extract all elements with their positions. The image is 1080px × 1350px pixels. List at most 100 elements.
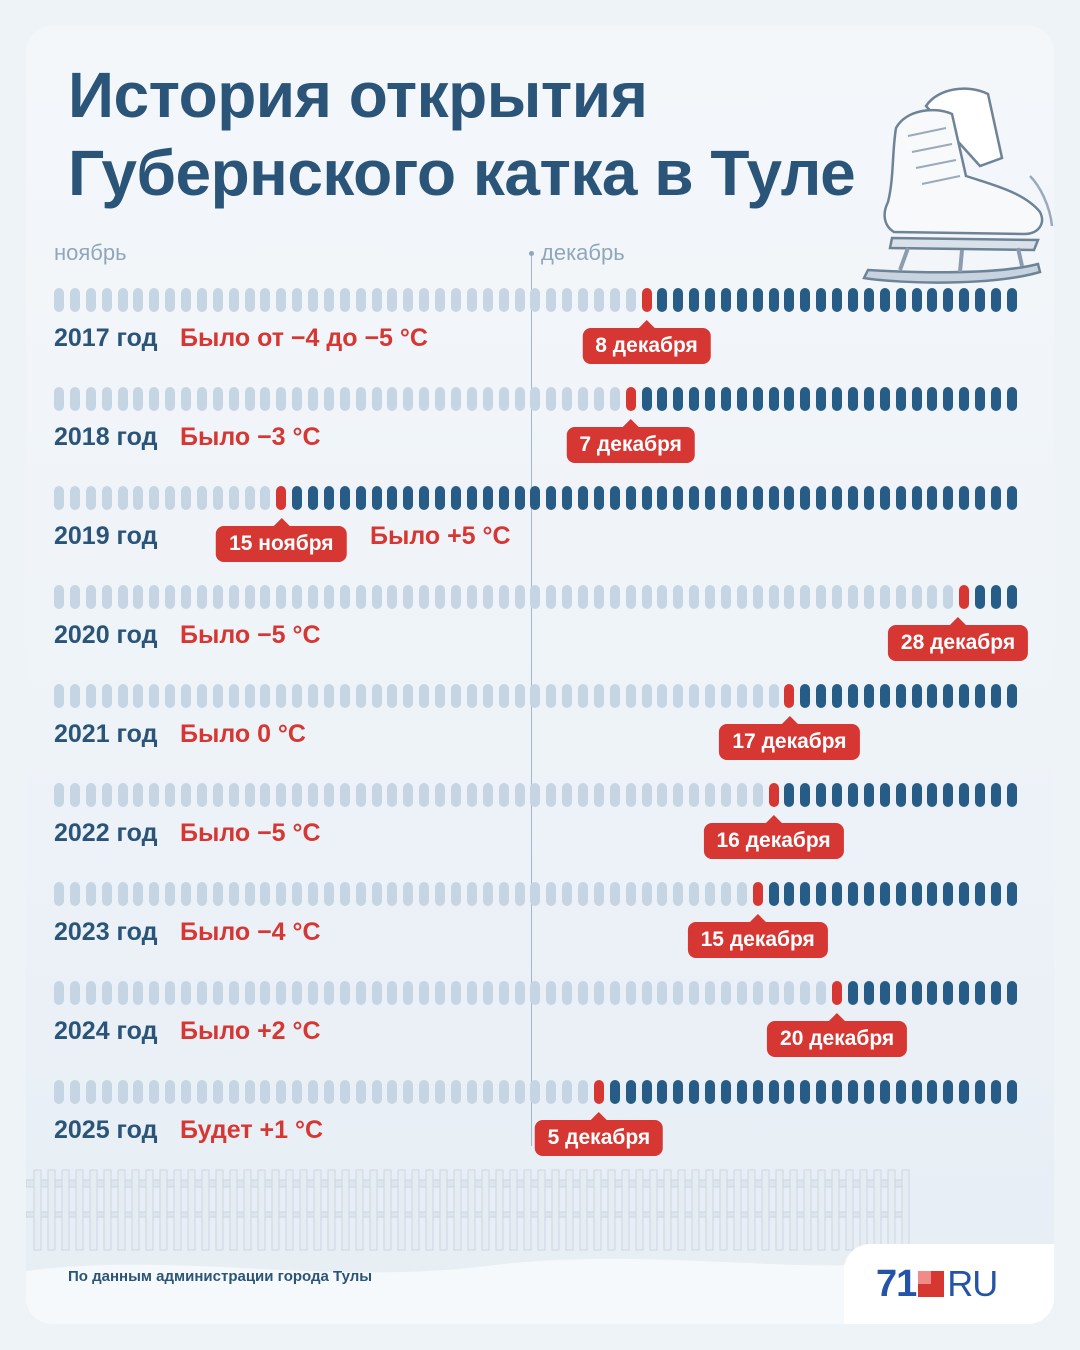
closed-day-segment — [514, 585, 525, 609]
fence-post — [635, 1169, 644, 1251]
fence-post — [607, 1169, 616, 1251]
closed-day-segment — [498, 882, 509, 906]
closed-day-segment — [498, 585, 509, 609]
fence-post — [103, 1169, 112, 1251]
year-label: 2020 год — [54, 621, 158, 649]
fence-post — [313, 1169, 322, 1251]
closed-day-segment — [371, 882, 382, 906]
closed-day-segment — [546, 1080, 557, 1104]
fence-post — [327, 1169, 336, 1251]
closed-day-segment — [371, 288, 382, 312]
open-day-segment — [943, 1080, 954, 1104]
fence-post — [383, 1169, 392, 1251]
closed-day-segment — [181, 1080, 192, 1104]
closed-day-segment — [705, 585, 716, 609]
closed-day-segment — [371, 1080, 382, 1104]
open-day-segment — [784, 486, 795, 510]
closed-day-segment — [101, 684, 112, 708]
open-day-segment — [959, 981, 970, 1005]
open-day-segment — [943, 387, 954, 411]
closed-day-segment — [530, 387, 541, 411]
open-day-segment — [832, 288, 843, 312]
closed-day-segment — [435, 981, 446, 1005]
closed-day-segment — [625, 882, 636, 906]
fence-post — [481, 1169, 490, 1251]
closed-day-segment — [816, 981, 827, 1005]
fence-post — [285, 1169, 294, 1251]
closed-day-segment — [196, 882, 207, 906]
closed-day-segment — [752, 981, 763, 1005]
fence-post — [89, 1169, 98, 1251]
closed-day-segment — [609, 684, 620, 708]
closed-day-segment — [292, 288, 303, 312]
closed-day-segment — [181, 981, 192, 1005]
closed-day-segment — [54, 882, 64, 906]
closed-day-segment — [85, 882, 96, 906]
open-day-segment — [498, 486, 509, 510]
closed-day-segment — [196, 486, 207, 510]
closed-day-segment — [117, 981, 128, 1005]
fence-post — [537, 1169, 546, 1251]
open-day-segment — [816, 783, 827, 807]
closed-day-segment — [117, 882, 128, 906]
closed-day-segment — [339, 288, 350, 312]
closed-day-segment — [578, 684, 589, 708]
fence-post — [159, 1169, 168, 1251]
closed-day-segment — [451, 684, 461, 708]
closed-day-segment — [435, 783, 446, 807]
open-day-segment — [895, 387, 906, 411]
closed-day-segment — [403, 387, 414, 411]
fence-post — [719, 1169, 728, 1251]
closed-day-segment — [355, 882, 366, 906]
fence-post — [439, 1169, 448, 1251]
closed-day-segment — [85, 288, 96, 312]
open-day-segment — [292, 486, 303, 510]
closed-day-segment — [816, 585, 827, 609]
open-day-segment — [784, 882, 795, 906]
closed-day-segment — [673, 684, 684, 708]
opening-date-badge: 15 ноября — [216, 518, 347, 562]
open-day-segment — [705, 288, 716, 312]
year-label: 2025 год — [54, 1116, 158, 1144]
fence-post — [173, 1169, 182, 1251]
closed-day-segment — [69, 1080, 80, 1104]
closed-day-segment — [435, 684, 446, 708]
timeline-row: 2022 год Было −5 °C 16 декабря — [26, 783, 1054, 882]
open-day-segment — [927, 684, 938, 708]
closed-day-segment — [228, 783, 239, 807]
fence-post — [649, 1169, 658, 1251]
closed-day-segment — [149, 1080, 160, 1104]
closed-day-segment — [514, 783, 525, 807]
weather-label: Было +5 °C — [370, 522, 511, 550]
fence-post — [705, 1169, 714, 1251]
closed-day-segment — [260, 387, 271, 411]
title-line-2: Губернского катка в Туле — [68, 137, 856, 209]
closed-day-segment — [387, 684, 398, 708]
open-day-segment — [895, 783, 906, 807]
fence-post — [845, 1169, 854, 1251]
open-day-segment — [959, 684, 970, 708]
month-label-november: ноябрь — [54, 240, 127, 265]
open-day-segment — [959, 387, 970, 411]
open-day-segment — [975, 981, 986, 1005]
opening-date-badge: 17 декабря — [719, 716, 860, 760]
closed-day-segment — [562, 585, 573, 609]
closed-day-segment — [689, 684, 700, 708]
open-day-segment — [990, 288, 1001, 312]
open-day-segment — [848, 1080, 858, 1104]
open-day-segment — [546, 486, 557, 510]
open-day-segment — [943, 783, 954, 807]
closed-day-segment — [69, 585, 80, 609]
closed-day-segment — [514, 1080, 525, 1104]
closed-day-segment — [260, 783, 271, 807]
open-day-segment — [975, 387, 986, 411]
open-day-segment — [657, 486, 668, 510]
open-day-segment — [863, 684, 874, 708]
closed-day-segment — [498, 981, 509, 1005]
brand-logo[interactable]: 71 RU — [876, 1263, 998, 1305]
closed-day-segment — [292, 882, 303, 906]
opening-date-badge: 8 декабря — [582, 320, 711, 364]
closed-day-segment — [244, 783, 255, 807]
closed-day-segment — [451, 783, 461, 807]
closed-day-segment — [498, 288, 509, 312]
